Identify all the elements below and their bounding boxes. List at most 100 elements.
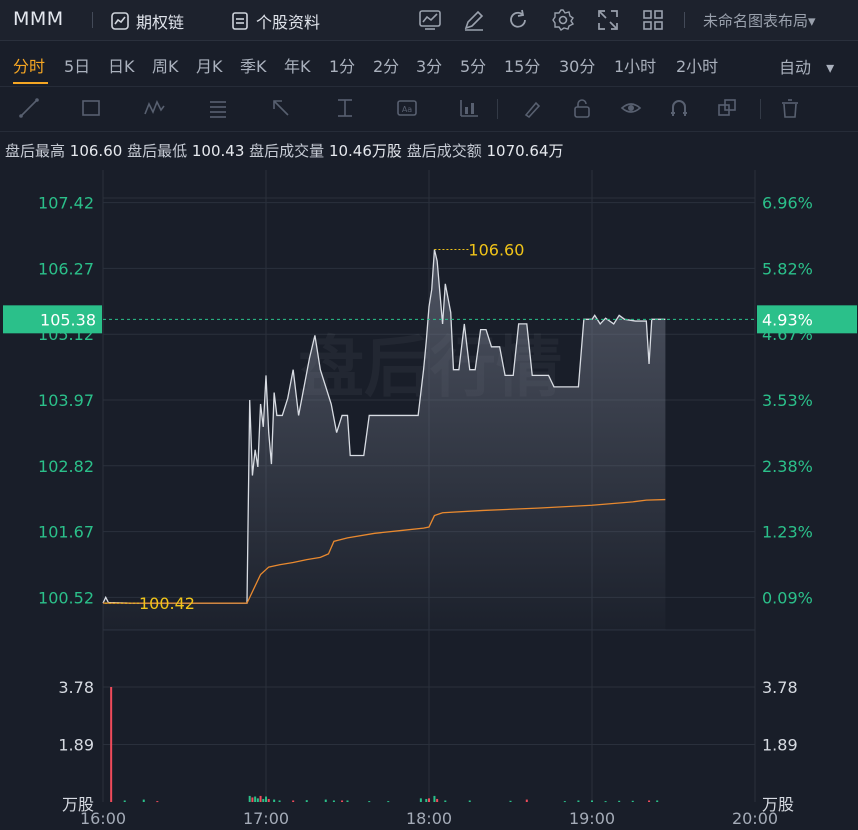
stock-symbol[interactable]: MMM [13, 8, 64, 30]
tab-monthly[interactable]: 月K [196, 57, 223, 76]
volume-tick-label: 3.78 [58, 678, 94, 697]
tab-weekly[interactable]: 周K [152, 57, 179, 76]
volume-bar [254, 796, 257, 802]
price-tick-label: 107.42 [38, 194, 94, 213]
scale-mode-label: 自动 [779, 58, 812, 77]
tab-15min[interactable]: 15分 [504, 57, 541, 76]
percent-tick-label: 3.53% [762, 391, 813, 410]
volume-bar [156, 801, 159, 803]
volume-bar [648, 800, 651, 802]
chevron-down-icon: ▾ [826, 58, 835, 77]
tab-1hour[interactable]: 1小时 [614, 57, 657, 76]
tab-1min[interactable]: 1分 [329, 57, 356, 76]
volume-bar [604, 801, 607, 803]
time-axis-label: 16:00 [80, 809, 126, 828]
tab-yearly[interactable]: 年K [284, 57, 311, 76]
low-value: 100.43 [191, 142, 245, 160]
tab-3min[interactable]: 3分 [416, 57, 443, 76]
volume-bar [468, 800, 471, 802]
volume-bar [267, 798, 270, 802]
refresh-icon[interactable] [506, 8, 530, 32]
stock-profile-label: 个股资料 [256, 13, 321, 32]
duplicate-icon[interactable] [716, 97, 738, 119]
measure-tool-icon[interactable] [458, 97, 480, 119]
price-tick-label: 102.82 [38, 457, 94, 476]
volume-bar [341, 800, 344, 802]
low-label: 盘后最低 [127, 142, 188, 160]
percent-tick-label: 6.96% [762, 194, 813, 213]
eye-icon[interactable] [620, 97, 642, 119]
pattern-tool-icon[interactable] [143, 97, 165, 119]
volume-bar [419, 798, 422, 802]
svg-text:Aa: Aa [402, 105, 412, 114]
percent-tick-label: 0.09% [762, 588, 813, 607]
trend-line-tool-icon[interactable] [18, 97, 40, 119]
magnet-icon[interactable] [668, 97, 690, 119]
price-area-fill [103, 249, 666, 630]
volume-label: 盘后成交量 [249, 142, 325, 160]
rectangle-tool-icon[interactable] [80, 97, 102, 119]
after-hours-summary: 盘后最高 106.60 盘后最低 100.43 盘后成交量 10.46万股 盘后… [5, 140, 564, 161]
volume-bar [248, 795, 251, 802]
text-tool-icon[interactable]: Aa [396, 97, 418, 119]
lock-icon[interactable] [571, 97, 593, 119]
fibonacci-tool-icon[interactable] [207, 97, 229, 119]
arrow-tool-icon[interactable] [270, 97, 292, 119]
tab-30min[interactable]: 30分 [559, 57, 596, 76]
tab-intraday[interactable]: 分时 [13, 57, 46, 76]
volume-unit-label: 万股 [62, 795, 94, 814]
volume-bar [262, 798, 265, 802]
volume-bar [110, 687, 113, 802]
document-icon [232, 12, 248, 30]
chart-doc-icon [111, 12, 129, 30]
time-axis-label: 18:00 [406, 809, 452, 828]
toolbar-divider [684, 12, 685, 28]
chart-layout-dropdown[interactable]: 未命名图表布局▾ [703, 10, 816, 31]
price-range-tool-icon[interactable] [334, 97, 356, 119]
volume-bar [433, 795, 436, 802]
volume-bar [368, 801, 371, 803]
top-toolbar: MMM 期权链 个股资料 [0, 0, 858, 41]
trash-icon[interactable] [779, 97, 801, 119]
percent-tick-label: 1.23% [762, 523, 813, 542]
settings-gear-icon[interactable] [551, 8, 575, 32]
indicator-icon[interactable] [418, 8, 442, 32]
volume-tick-label-right: 3.78 [762, 678, 798, 697]
amount-value: 1070.64万 [486, 142, 564, 160]
max-price-marker: 106.60 [468, 241, 524, 260]
volume-value: 10.46万股 [328, 142, 402, 160]
caret-down-icon: ▾ [808, 12, 816, 30]
options-chain-button[interactable]: 期权链 [110, 9, 184, 33]
draw-pen-icon[interactable] [462, 8, 486, 32]
amount-label: 盘后成交额 [406, 142, 482, 160]
volume-bar [273, 799, 276, 802]
volume-bar [525, 799, 528, 802]
volume-bar [123, 800, 126, 802]
toolbar-divider [760, 99, 761, 119]
tab-2min[interactable]: 2分 [373, 57, 400, 76]
tab-quarterly[interactable]: 季K [240, 57, 267, 76]
scale-mode-dropdown[interactable]: 自动 ▾ [779, 54, 834, 78]
volume-bar [591, 800, 593, 802]
drawing-toolbar: Aa [0, 86, 858, 132]
layout-name: 未命名图表布局 [703, 12, 809, 30]
stock-profile-button[interactable]: 个股资料 [230, 9, 320, 33]
volume-bar [256, 798, 259, 802]
volume-bar [444, 800, 447, 802]
tab-2hour[interactable]: 2小时 [676, 57, 719, 76]
percent-tick-label: 5.82% [762, 259, 813, 278]
tab-daily[interactable]: 日K [108, 57, 135, 76]
price-tick-label: 106.27 [38, 259, 94, 278]
fullscreen-icon[interactable] [596, 8, 620, 32]
volume-bar [278, 800, 281, 802]
brush-icon[interactable] [522, 97, 544, 119]
average-price-line [103, 498, 666, 604]
tab-5min[interactable]: 5分 [460, 57, 487, 76]
tab-5day[interactable]: 5日 [64, 57, 91, 76]
current-percent-tag [757, 305, 857, 334]
toolbar-divider [497, 99, 498, 119]
time-axis-label: 17:00 [243, 809, 289, 828]
current-price-value: 105.38 [40, 310, 96, 329]
grid-layout-icon[interactable] [641, 8, 665, 32]
